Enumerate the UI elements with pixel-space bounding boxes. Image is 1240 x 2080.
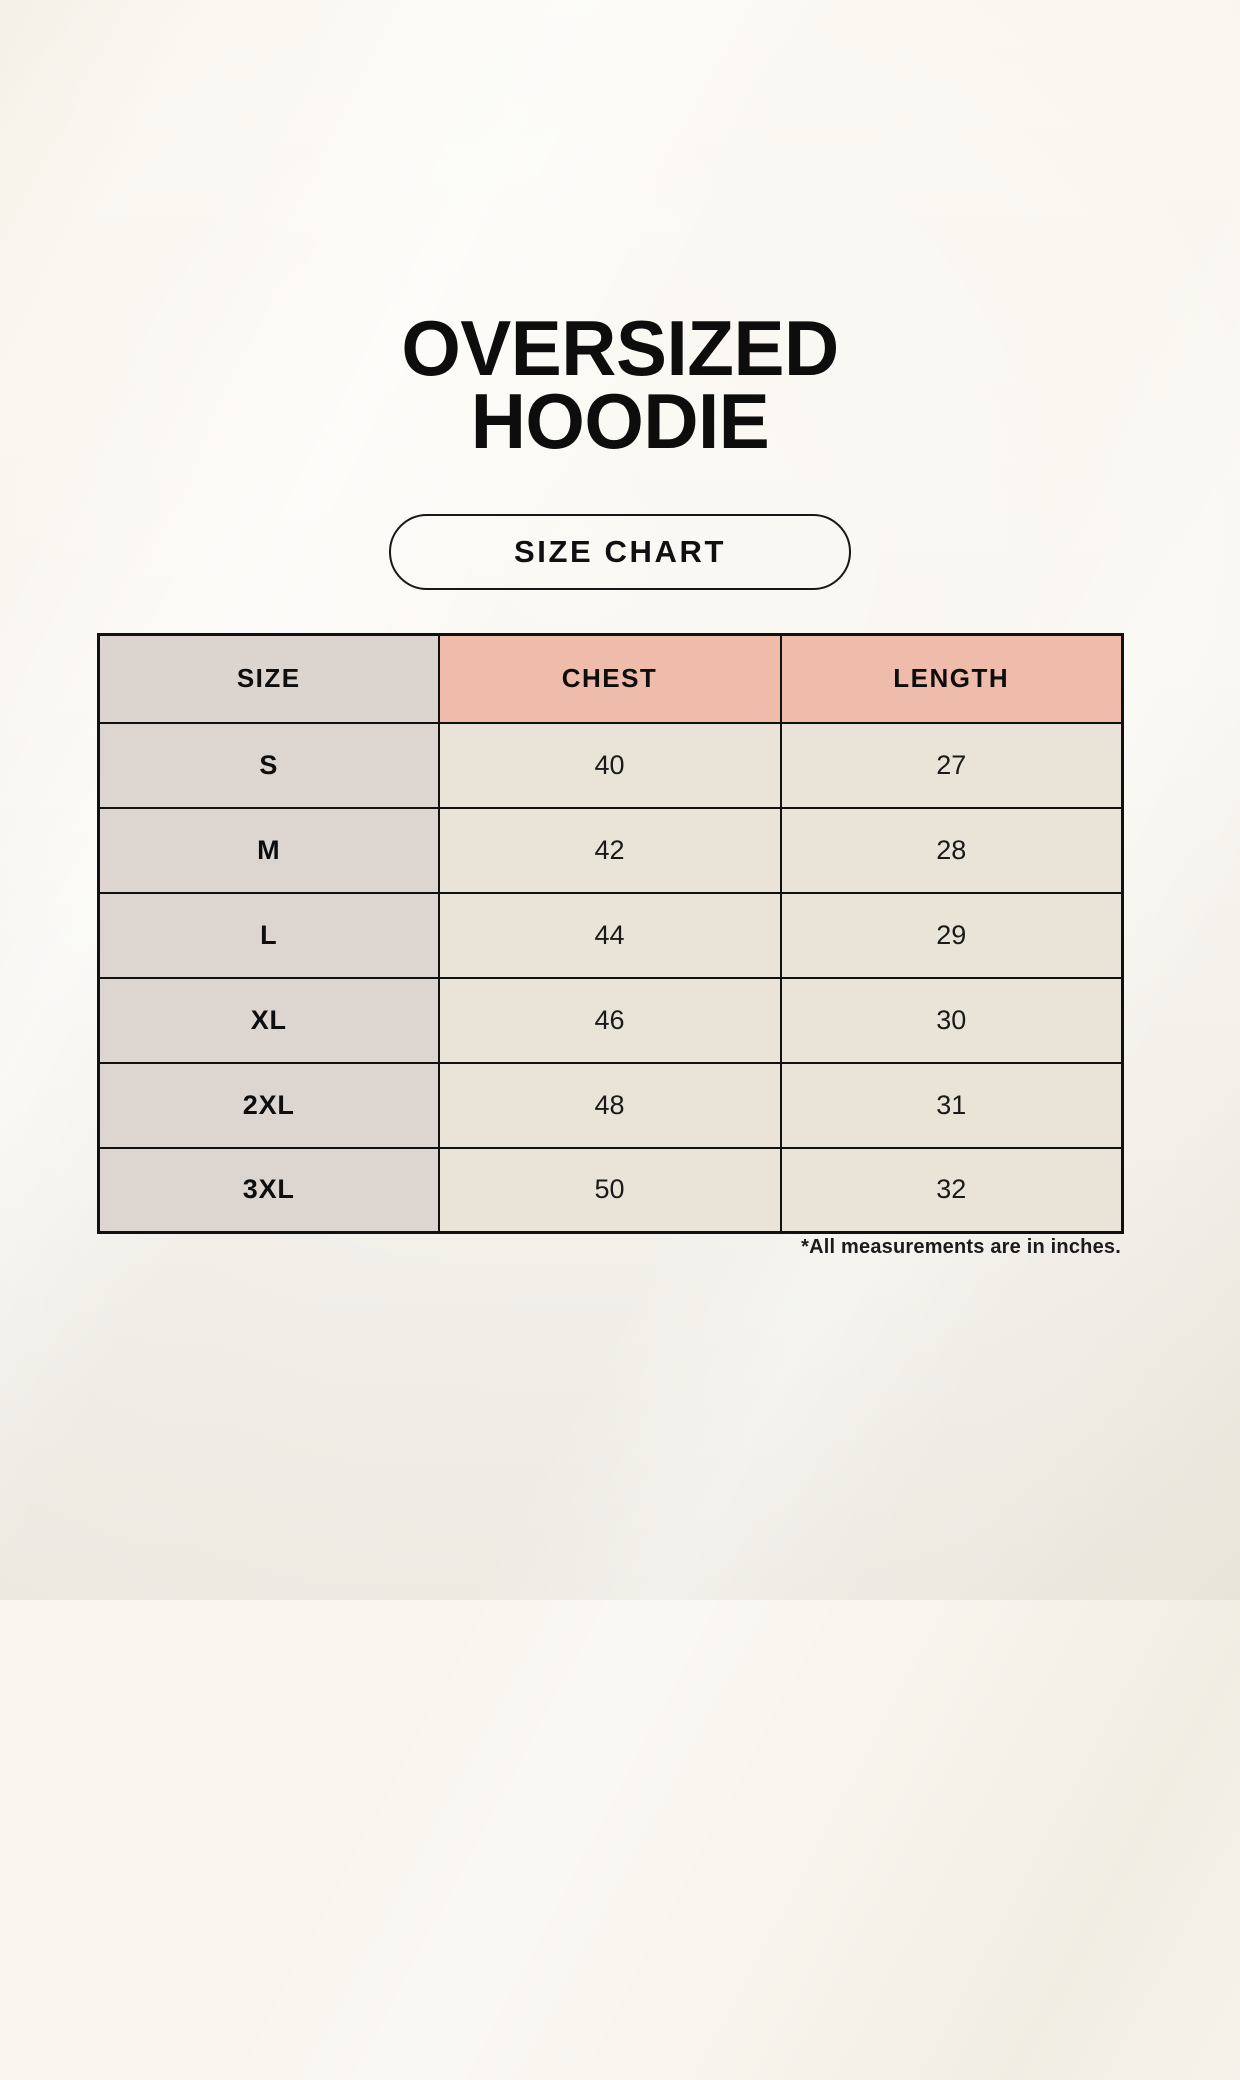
cell-size: M (97, 806, 440, 894)
column-header-size: SIZE (97, 633, 440, 724)
page-title: OVERSIZED HOODIE (0, 304, 1240, 465)
table-row: S 40 27 (97, 721, 1124, 809)
size-chart-page: OVERSIZED HOODIE SIZE CHART SIZE CHEST L… (0, 304, 1240, 1258)
cell-size: L (97, 891, 440, 979)
cell-size: XL (97, 976, 440, 1064)
table-row: 3XL 50 32 (97, 1146, 1124, 1234)
cell-chest: 50 (437, 1146, 782, 1234)
cell-size: S (97, 721, 440, 809)
cell-chest: 40 (437, 721, 782, 809)
size-table-body: S 40 27 M 42 28 L 44 29 XL 46 30 (97, 721, 1124, 1234)
size-table: SIZE CHEST LENGTH S 40 27 M 42 28 L (97, 633, 1124, 1234)
cell-size: 2XL (97, 1061, 440, 1149)
cell-chest: 44 (437, 891, 782, 979)
size-chart-badge-container: SIZE CHART (0, 514, 1240, 590)
cell-length: 27 (779, 721, 1124, 809)
cell-chest: 42 (437, 806, 782, 894)
cell-length: 30 (779, 976, 1124, 1064)
measurement-units-note: *All measurements are in inches. (801, 1236, 1121, 1258)
size-table-header: SIZE CHEST LENGTH (97, 633, 1124, 724)
table-row: M 42 28 (97, 806, 1124, 894)
cell-chest: 48 (437, 1061, 782, 1149)
cell-length: 32 (779, 1146, 1124, 1234)
page-title-line-1: OVERSIZED (401, 304, 839, 392)
cell-length: 28 (779, 806, 1124, 894)
cell-length: 31 (779, 1061, 1124, 1149)
column-header-chest: CHEST (437, 633, 782, 724)
table-row: 2XL 48 31 (97, 1061, 1124, 1149)
size-chart-badge: SIZE CHART (389, 514, 851, 590)
size-table-container: SIZE CHEST LENGTH S 40 27 M 42 28 L (97, 633, 1124, 1234)
cell-chest: 46 (437, 976, 782, 1064)
table-row: XL 46 30 (97, 976, 1124, 1064)
column-header-length: LENGTH (779, 633, 1124, 724)
size-chart-badge-label: SIZE CHART (514, 534, 726, 569)
cell-size: 3XL (97, 1146, 440, 1234)
table-row: L 44 29 (97, 891, 1124, 979)
table-header-row: SIZE CHEST LENGTH (97, 633, 1124, 724)
cell-length: 29 (779, 891, 1124, 979)
page-title-line-2: HOODIE (470, 376, 770, 465)
